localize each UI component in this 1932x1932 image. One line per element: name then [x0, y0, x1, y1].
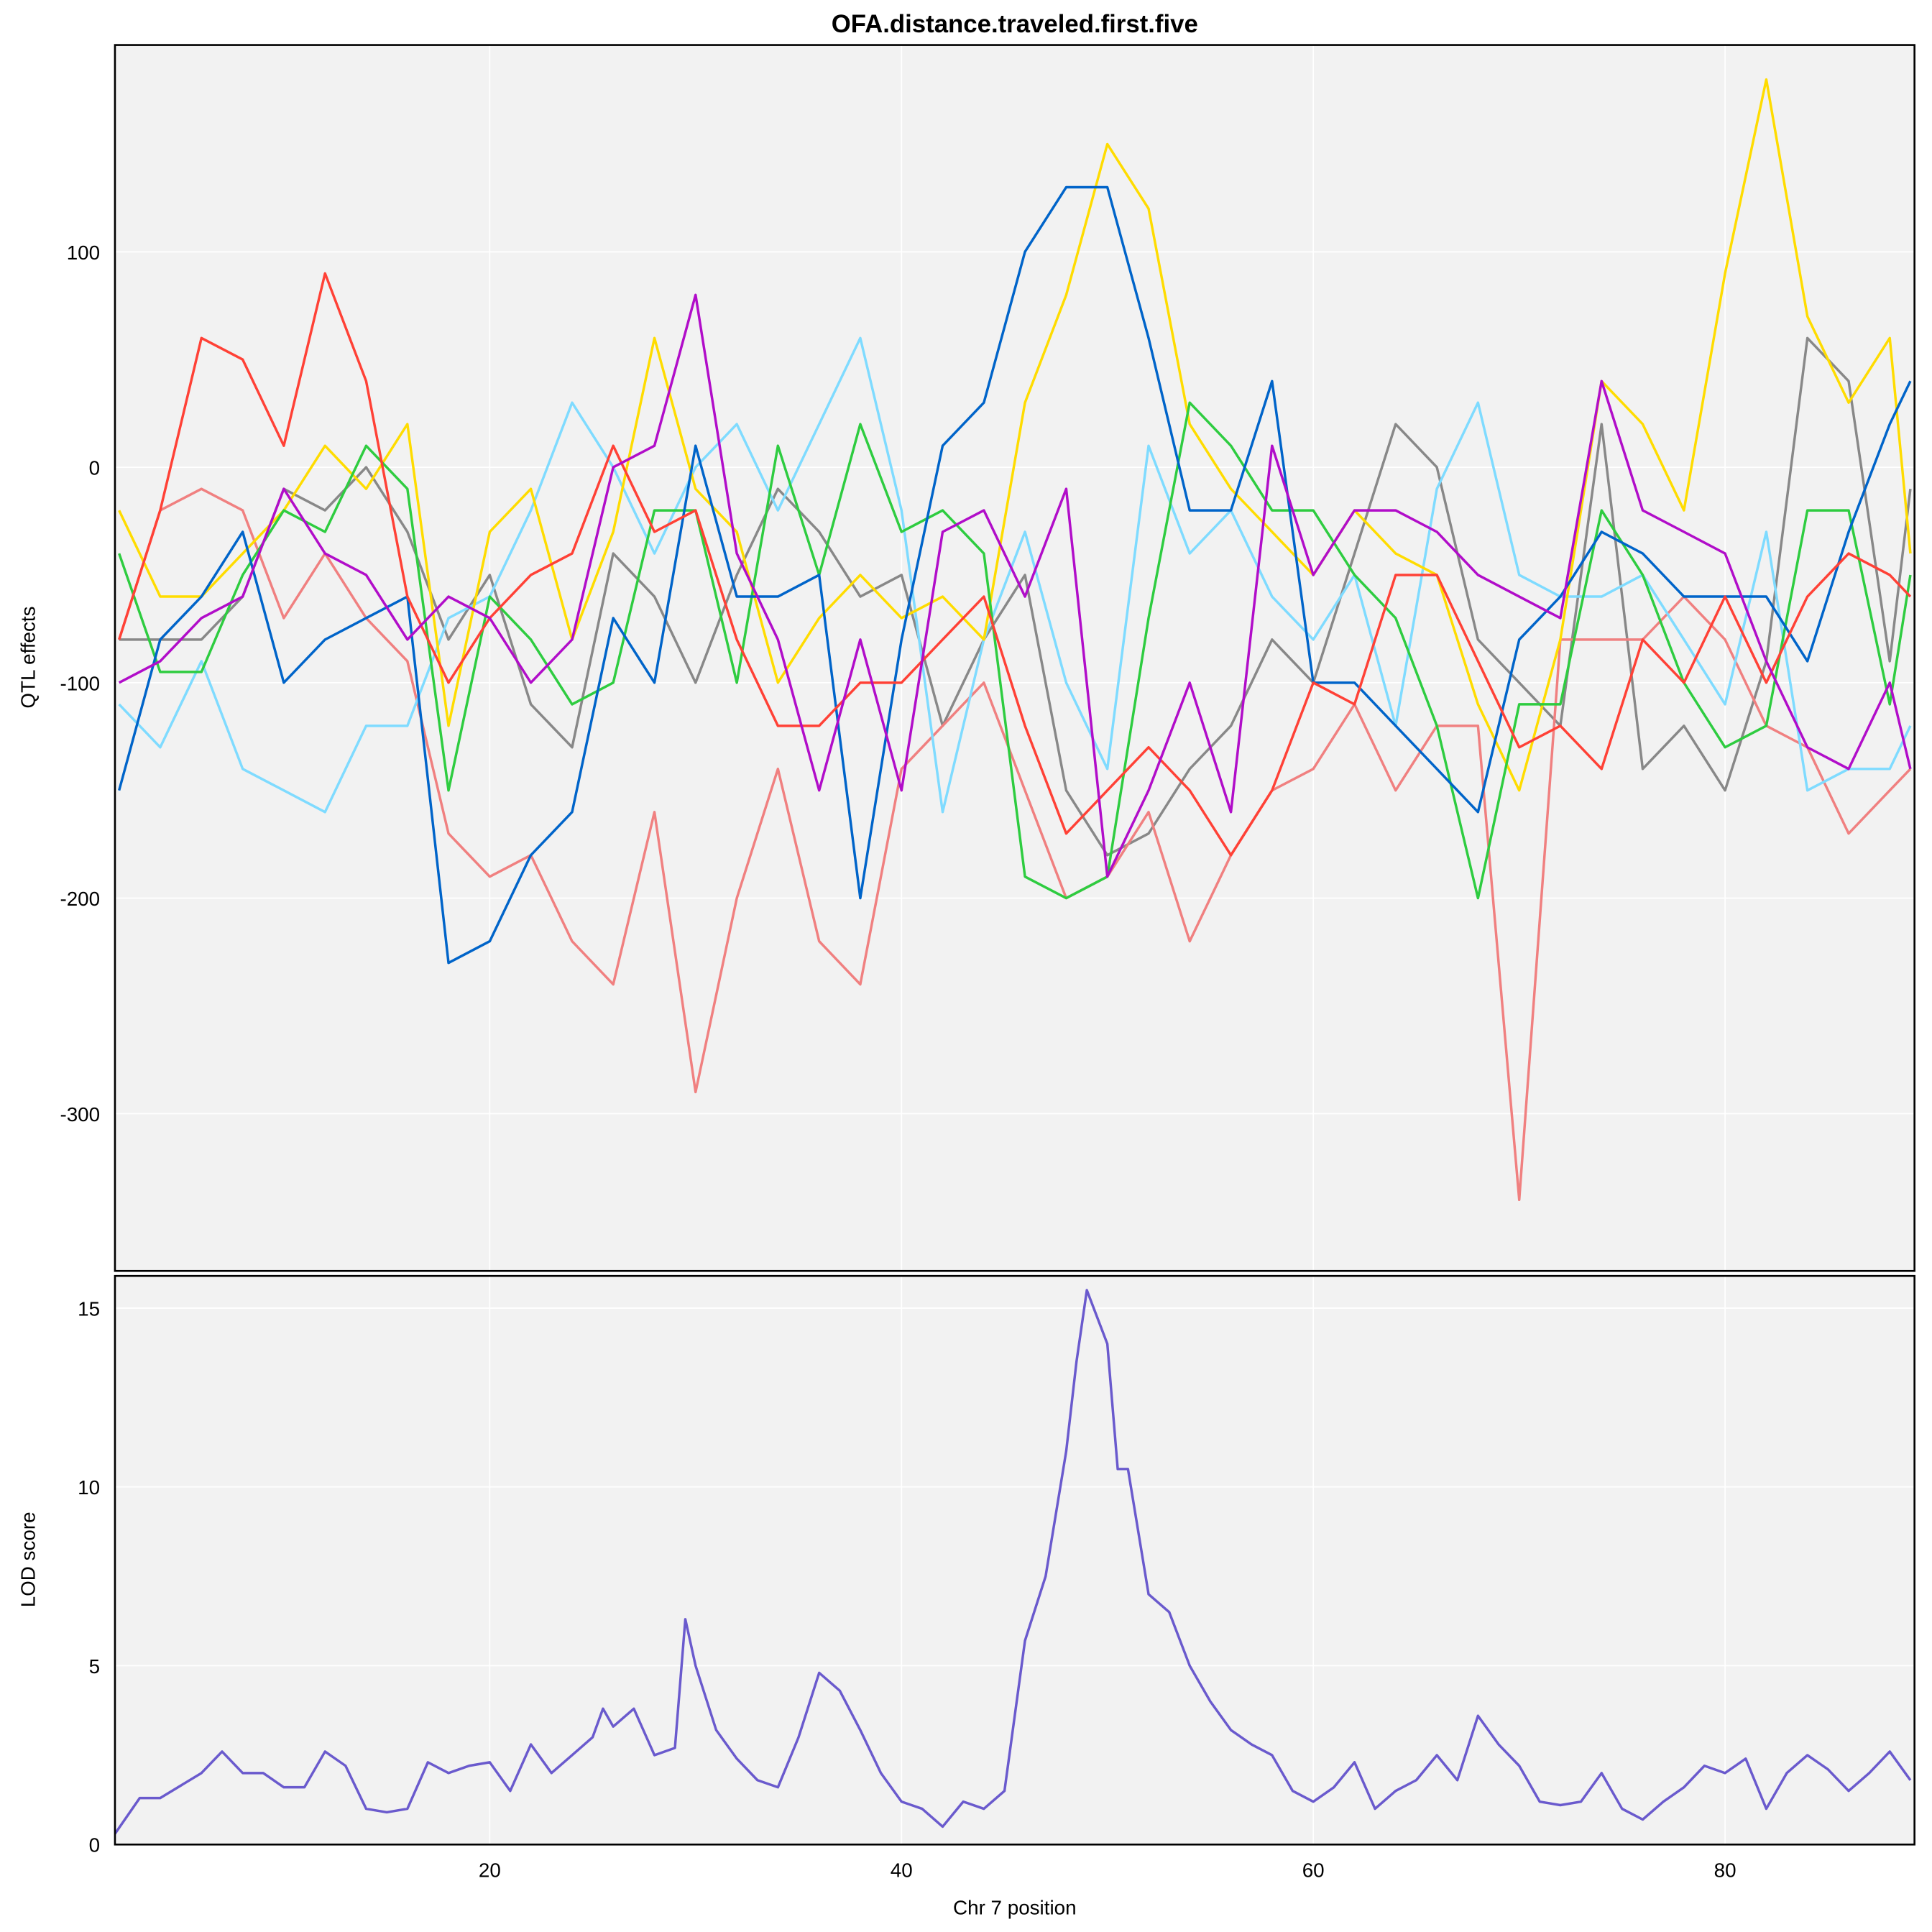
y-axis-label-effects: QTL effects [17, 606, 40, 708]
x-tick-label: 20 [479, 1859, 501, 1881]
plot-background [114, 1276, 1915, 1845]
y-tick-label: 10 [78, 1476, 100, 1499]
lod-panel: 20 40 60 80 0 5 10 15 [78, 1274, 1915, 1881]
effects-panel: 100 0 -100 -200 -300 [60, 44, 1915, 1272]
y-tick-label: 15 [78, 1297, 100, 1320]
x-tick-label: 60 [1302, 1859, 1325, 1881]
chart-title: OFA.distance.traveled.first.five [832, 11, 1198, 38]
y-tick-label: 0 [89, 1834, 100, 1857]
plot-frame [114, 44, 1915, 1272]
y-tick-label: -100 [60, 672, 100, 694]
effect-series-line-7 [118, 293, 1912, 878]
effect-series-line-0 [119, 336, 1912, 857]
y-tick-label: -200 [60, 888, 100, 910]
plot-frame [114, 1274, 1915, 1846]
effect-series-line-5 [118, 185, 1912, 965]
plot-background [114, 45, 1915, 1271]
effect-series-line-3 [118, 78, 1912, 792]
y-axis-label-lod: LOD score [17, 1512, 40, 1607]
x-tick-label: 40 [891, 1859, 913, 1881]
effect-series-line-4 [118, 401, 1912, 900]
y-tick-label: 0 [89, 457, 100, 479]
lod-line [114, 1289, 1912, 1835]
x-axis-label: Chr 7 position [953, 1897, 1077, 1919]
y-tick-label: -300 [60, 1103, 100, 1126]
x-tick-label: 80 [1714, 1859, 1736, 1881]
y-tick-label: 100 [67, 242, 100, 264]
effect-series-line-2 [118, 336, 1912, 814]
y-tick-label: 5 [89, 1655, 100, 1678]
